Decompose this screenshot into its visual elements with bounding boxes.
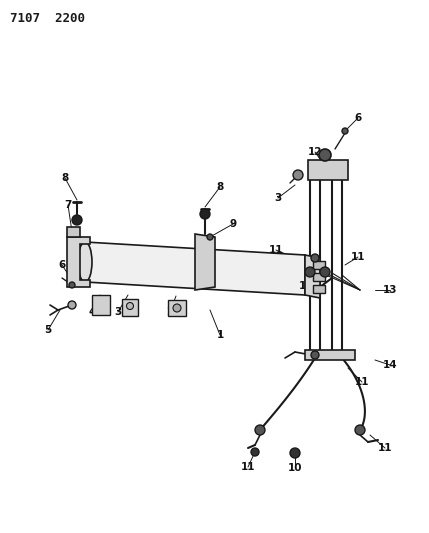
Polygon shape <box>67 227 80 237</box>
Ellipse shape <box>342 128 348 134</box>
Polygon shape <box>85 242 305 295</box>
Bar <box>313 273 325 281</box>
Ellipse shape <box>319 149 331 161</box>
Text: 11: 11 <box>378 443 392 453</box>
Polygon shape <box>92 295 110 315</box>
Ellipse shape <box>251 448 259 456</box>
Ellipse shape <box>78 242 92 282</box>
Polygon shape <box>308 160 348 180</box>
Text: 13: 13 <box>383 285 397 295</box>
Bar <box>122 299 138 316</box>
Ellipse shape <box>69 282 75 288</box>
Text: 4: 4 <box>88 307 96 317</box>
Text: 8: 8 <box>61 173 69 183</box>
Text: 11: 11 <box>351 252 365 262</box>
Text: 5: 5 <box>44 325 51 335</box>
Bar <box>305 350 355 360</box>
Text: 2: 2 <box>166 307 174 317</box>
Ellipse shape <box>255 425 265 435</box>
Text: 9: 9 <box>230 219 236 229</box>
Text: 11: 11 <box>269 245 283 255</box>
Text: 10: 10 <box>299 281 313 291</box>
Text: 3: 3 <box>115 307 122 317</box>
Ellipse shape <box>290 448 300 458</box>
Ellipse shape <box>305 267 315 277</box>
Ellipse shape <box>72 215 82 225</box>
Text: 14: 14 <box>383 360 397 370</box>
Text: 11: 11 <box>241 462 255 472</box>
Polygon shape <box>305 255 320 298</box>
Bar <box>168 300 186 316</box>
Text: 10: 10 <box>288 463 302 473</box>
Text: 1: 1 <box>216 330 224 340</box>
Text: 6: 6 <box>354 113 362 123</box>
Ellipse shape <box>127 303 133 310</box>
Text: 12: 12 <box>308 147 322 157</box>
Bar <box>313 285 325 293</box>
Text: 7107  2200: 7107 2200 <box>10 12 85 25</box>
Ellipse shape <box>311 351 319 359</box>
Ellipse shape <box>68 301 76 309</box>
Ellipse shape <box>355 425 365 435</box>
Text: 8: 8 <box>216 182 224 192</box>
Text: 7: 7 <box>64 200 72 210</box>
Ellipse shape <box>311 254 319 262</box>
Ellipse shape <box>320 267 330 277</box>
Text: 11: 11 <box>355 377 369 387</box>
Text: 3: 3 <box>275 193 281 203</box>
Ellipse shape <box>200 209 210 219</box>
Ellipse shape <box>207 234 213 240</box>
Polygon shape <box>67 237 90 287</box>
Ellipse shape <box>173 304 181 312</box>
Text: 6: 6 <box>58 260 66 270</box>
Polygon shape <box>195 234 215 290</box>
Ellipse shape <box>293 170 303 180</box>
Bar <box>313 261 325 269</box>
